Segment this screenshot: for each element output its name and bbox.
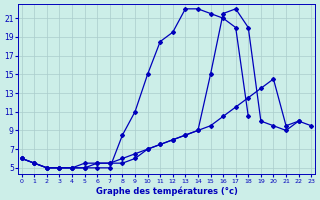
X-axis label: Graphe des températures (°c): Graphe des températures (°c) — [96, 186, 237, 196]
